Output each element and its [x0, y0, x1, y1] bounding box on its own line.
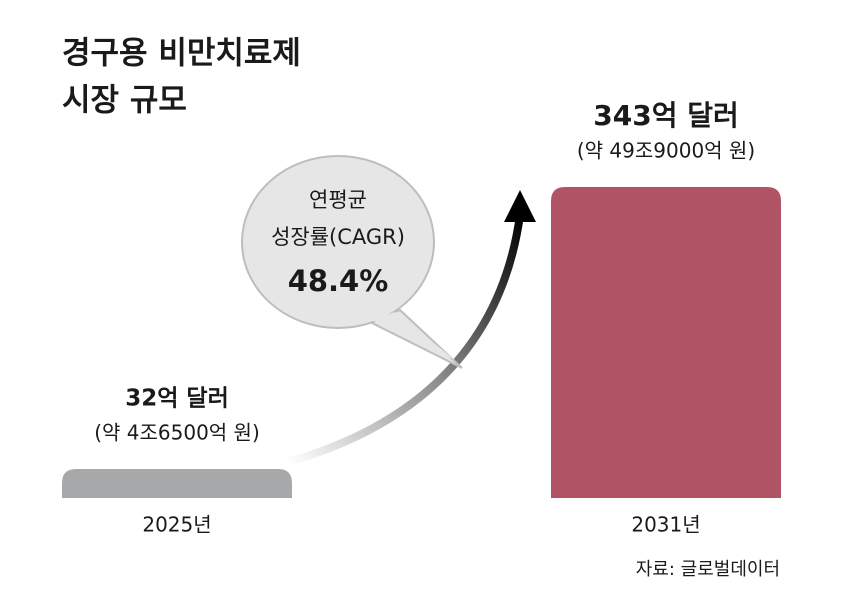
bubble-tail-fill	[372, 312, 455, 360]
value-label: 32억 달러	[125, 385, 229, 411]
bar	[551, 187, 781, 498]
sub-label: (약 49조9000억 원)	[577, 139, 755, 163]
chart-title: 시장 규모	[62, 83, 187, 119]
source: 자료: 글로벌데이터	[636, 559, 780, 580]
bubble	[241, 155, 435, 329]
annotation-value: 48.4%	[288, 264, 389, 298]
annotation-text: 성장률(CAGR)	[271, 225, 405, 249]
x-tick-label: 2031년	[631, 513, 700, 537]
x-tick-label: 2025년	[142, 513, 211, 537]
sub-label: (약 4조6500억 원)	[94, 420, 260, 444]
annotation-text: 연평균	[309, 188, 367, 212]
chart-title: 경구용 비만치료제	[62, 36, 301, 72]
growth-arrow	[286, 214, 524, 466]
bar	[62, 468, 292, 498]
value-label: 343억 달러	[593, 99, 738, 132]
arrow-head	[504, 190, 536, 222]
